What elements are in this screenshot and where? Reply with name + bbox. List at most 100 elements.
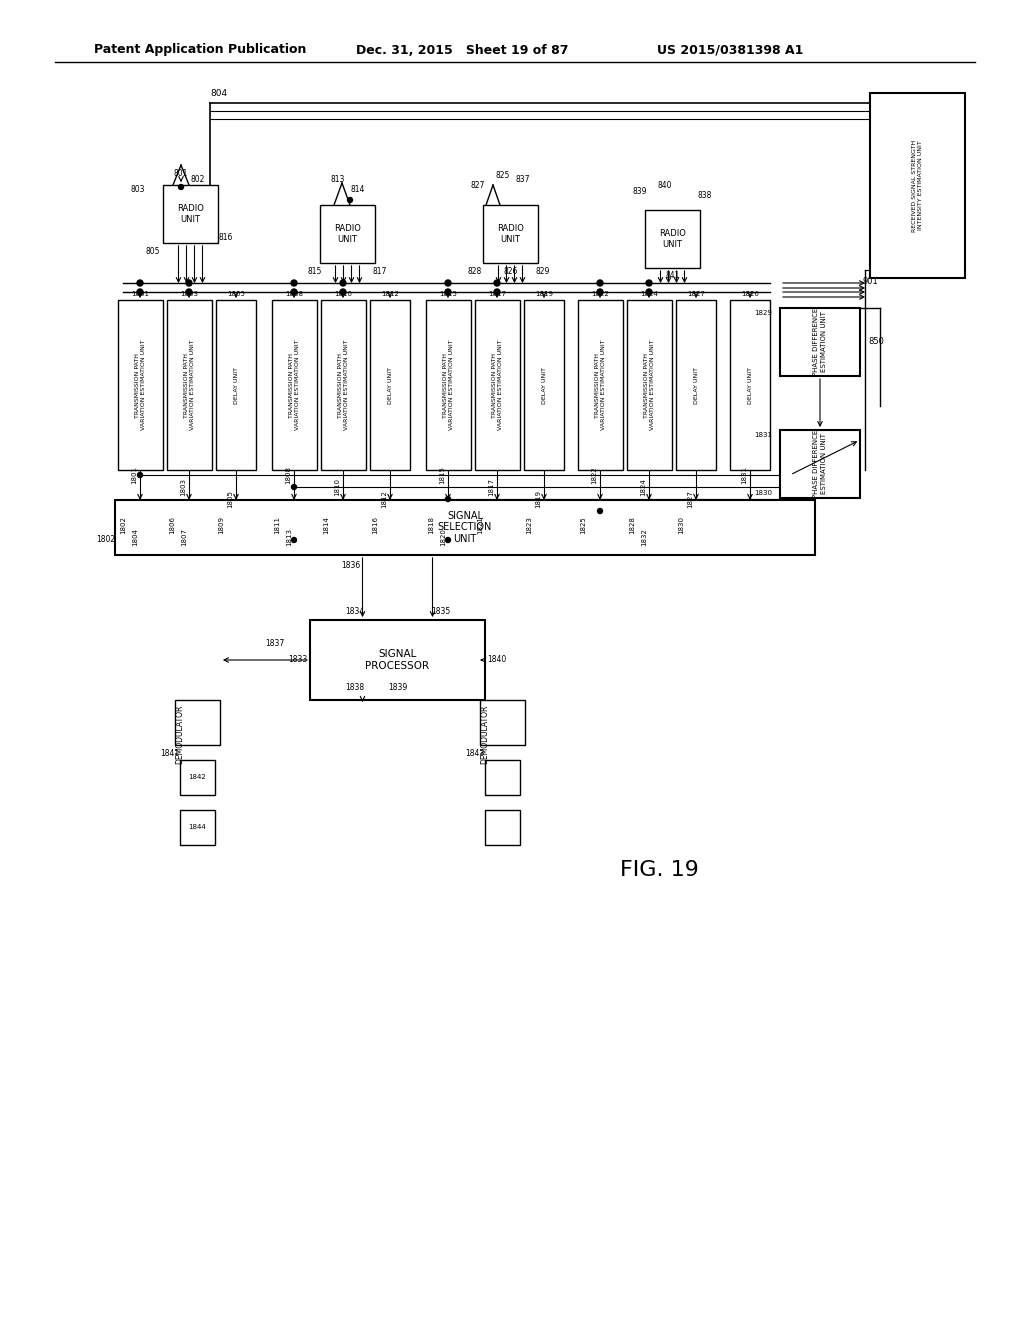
Bar — [180, 760, 215, 795]
Text: 1830: 1830 — [754, 490, 772, 496]
Bar — [645, 210, 700, 268]
Circle shape — [340, 280, 346, 286]
Circle shape — [347, 198, 352, 202]
Text: 1811: 1811 — [274, 516, 280, 535]
Text: RECEIVED SIGNAL STRENGTH
INTENSITY ESTIMATION UNIT: RECEIVED SIGNAL STRENGTH INTENSITY ESTIM… — [912, 140, 923, 231]
Text: 1818: 1818 — [428, 516, 434, 535]
Bar — [483, 205, 538, 263]
Text: 1825: 1825 — [580, 516, 586, 533]
Text: 1824: 1824 — [640, 478, 646, 496]
Text: 841: 841 — [666, 272, 680, 281]
Text: 1831: 1831 — [754, 432, 772, 438]
Text: 838: 838 — [697, 190, 712, 199]
Text: 1807: 1807 — [181, 528, 187, 546]
Text: 1820: 1820 — [440, 528, 446, 546]
Text: 1810: 1810 — [334, 478, 340, 496]
Text: DELAY UNIT: DELAY UNIT — [387, 367, 392, 404]
Text: 1808: 1808 — [285, 466, 291, 484]
Text: 1839: 1839 — [388, 684, 408, 693]
Text: DELAY UNIT: DELAY UNIT — [233, 367, 239, 404]
Text: 829: 829 — [536, 267, 550, 276]
Text: 1803: 1803 — [180, 290, 199, 297]
Text: 828: 828 — [468, 267, 482, 276]
Text: 827: 827 — [471, 181, 485, 190]
Text: RADIO
UNIT: RADIO UNIT — [177, 205, 204, 223]
Circle shape — [597, 289, 603, 294]
Text: DELAY UNIT: DELAY UNIT — [542, 367, 547, 404]
Circle shape — [186, 280, 193, 286]
Text: 1803: 1803 — [180, 478, 186, 496]
Text: 1821: 1821 — [477, 516, 483, 533]
Bar — [780, 308, 860, 376]
Bar — [870, 92, 965, 279]
Circle shape — [291, 280, 297, 286]
Text: 1843: 1843 — [465, 748, 484, 758]
Bar — [310, 620, 485, 700]
Text: 813: 813 — [331, 176, 345, 185]
Text: TRANSMISSION PATH
VARIATION ESTIMATION UNIT: TRANSMISSION PATH VARIATION ESTIMATION U… — [184, 339, 195, 430]
Text: 1817: 1817 — [488, 478, 494, 496]
Text: 1814: 1814 — [323, 516, 329, 533]
Text: 1822: 1822 — [591, 466, 597, 484]
Text: 1840: 1840 — [487, 656, 507, 664]
Text: DELAY UNIT: DELAY UNIT — [748, 367, 753, 404]
Bar — [216, 300, 256, 470]
Bar — [780, 430, 860, 498]
Text: 1835: 1835 — [431, 607, 451, 616]
Text: RADIO
UNIT: RADIO UNIT — [659, 230, 686, 248]
Circle shape — [292, 537, 297, 543]
Circle shape — [340, 289, 346, 294]
Text: US 2015/0381398 A1: US 2015/0381398 A1 — [656, 44, 803, 57]
Text: PHASE DIFFERENCE
ESTIMATION UNIT: PHASE DIFFERENCE ESTIMATION UNIT — [813, 308, 826, 376]
Circle shape — [646, 289, 652, 294]
Text: PHASE DIFFERENCE
ESTIMATION UNIT: PHASE DIFFERENCE ESTIMATION UNIT — [813, 430, 826, 498]
Text: 1836: 1836 — [341, 561, 360, 569]
Text: 901: 901 — [862, 277, 878, 286]
Text: 803: 803 — [130, 186, 145, 194]
Text: 1844: 1844 — [188, 824, 207, 830]
Text: 840: 840 — [657, 181, 672, 190]
Text: 801: 801 — [174, 169, 188, 177]
Text: 817: 817 — [373, 267, 387, 276]
Bar — [475, 300, 520, 470]
Text: 1808: 1808 — [286, 290, 303, 297]
Bar — [676, 300, 716, 470]
Circle shape — [292, 484, 297, 490]
Text: 1819: 1819 — [535, 290, 553, 297]
Text: 1805: 1805 — [227, 290, 245, 297]
Text: 1833: 1833 — [289, 656, 307, 664]
Text: 805: 805 — [145, 247, 160, 256]
Bar — [180, 810, 215, 845]
Circle shape — [186, 289, 193, 294]
Circle shape — [445, 289, 451, 294]
Text: SIGNAL
PROCESSOR: SIGNAL PROCESSOR — [366, 649, 429, 671]
Bar — [730, 300, 770, 470]
Circle shape — [597, 508, 602, 513]
Text: 1838: 1838 — [345, 684, 365, 693]
Bar — [118, 300, 163, 470]
Bar — [272, 300, 317, 470]
Text: 850: 850 — [868, 338, 884, 346]
Text: 1801: 1801 — [131, 290, 150, 297]
Text: 1827: 1827 — [687, 290, 705, 297]
Text: 1817: 1817 — [488, 290, 507, 297]
Circle shape — [445, 496, 451, 502]
Bar — [321, 300, 366, 470]
Text: 1824: 1824 — [641, 290, 658, 297]
Circle shape — [646, 280, 652, 286]
Text: 1813: 1813 — [286, 528, 292, 546]
Text: TRANSMISSION PATH
VARIATION ESTIMATION UNIT: TRANSMISSION PATH VARIATION ESTIMATION U… — [135, 339, 145, 430]
Text: Dec. 31, 2015   Sheet 19 of 87: Dec. 31, 2015 Sheet 19 of 87 — [355, 44, 568, 57]
Bar — [115, 500, 815, 554]
Text: 839: 839 — [633, 187, 647, 197]
Text: RADIO
UNIT: RADIO UNIT — [334, 224, 360, 244]
Circle shape — [494, 280, 500, 286]
Text: 1841: 1841 — [161, 748, 179, 758]
Text: SIGNAL
SELECTION
UNIT: SIGNAL SELECTION UNIT — [438, 511, 493, 544]
Text: 804: 804 — [210, 88, 227, 98]
Text: 837: 837 — [516, 176, 530, 185]
Text: 1830: 1830 — [678, 516, 684, 535]
Text: TRANSMISSION PATH
VARIATION ESTIMATION UNIT: TRANSMISSION PATH VARIATION ESTIMATION U… — [289, 339, 300, 430]
Text: DEMODULATOR: DEMODULATOR — [480, 705, 489, 764]
Bar — [480, 700, 525, 744]
